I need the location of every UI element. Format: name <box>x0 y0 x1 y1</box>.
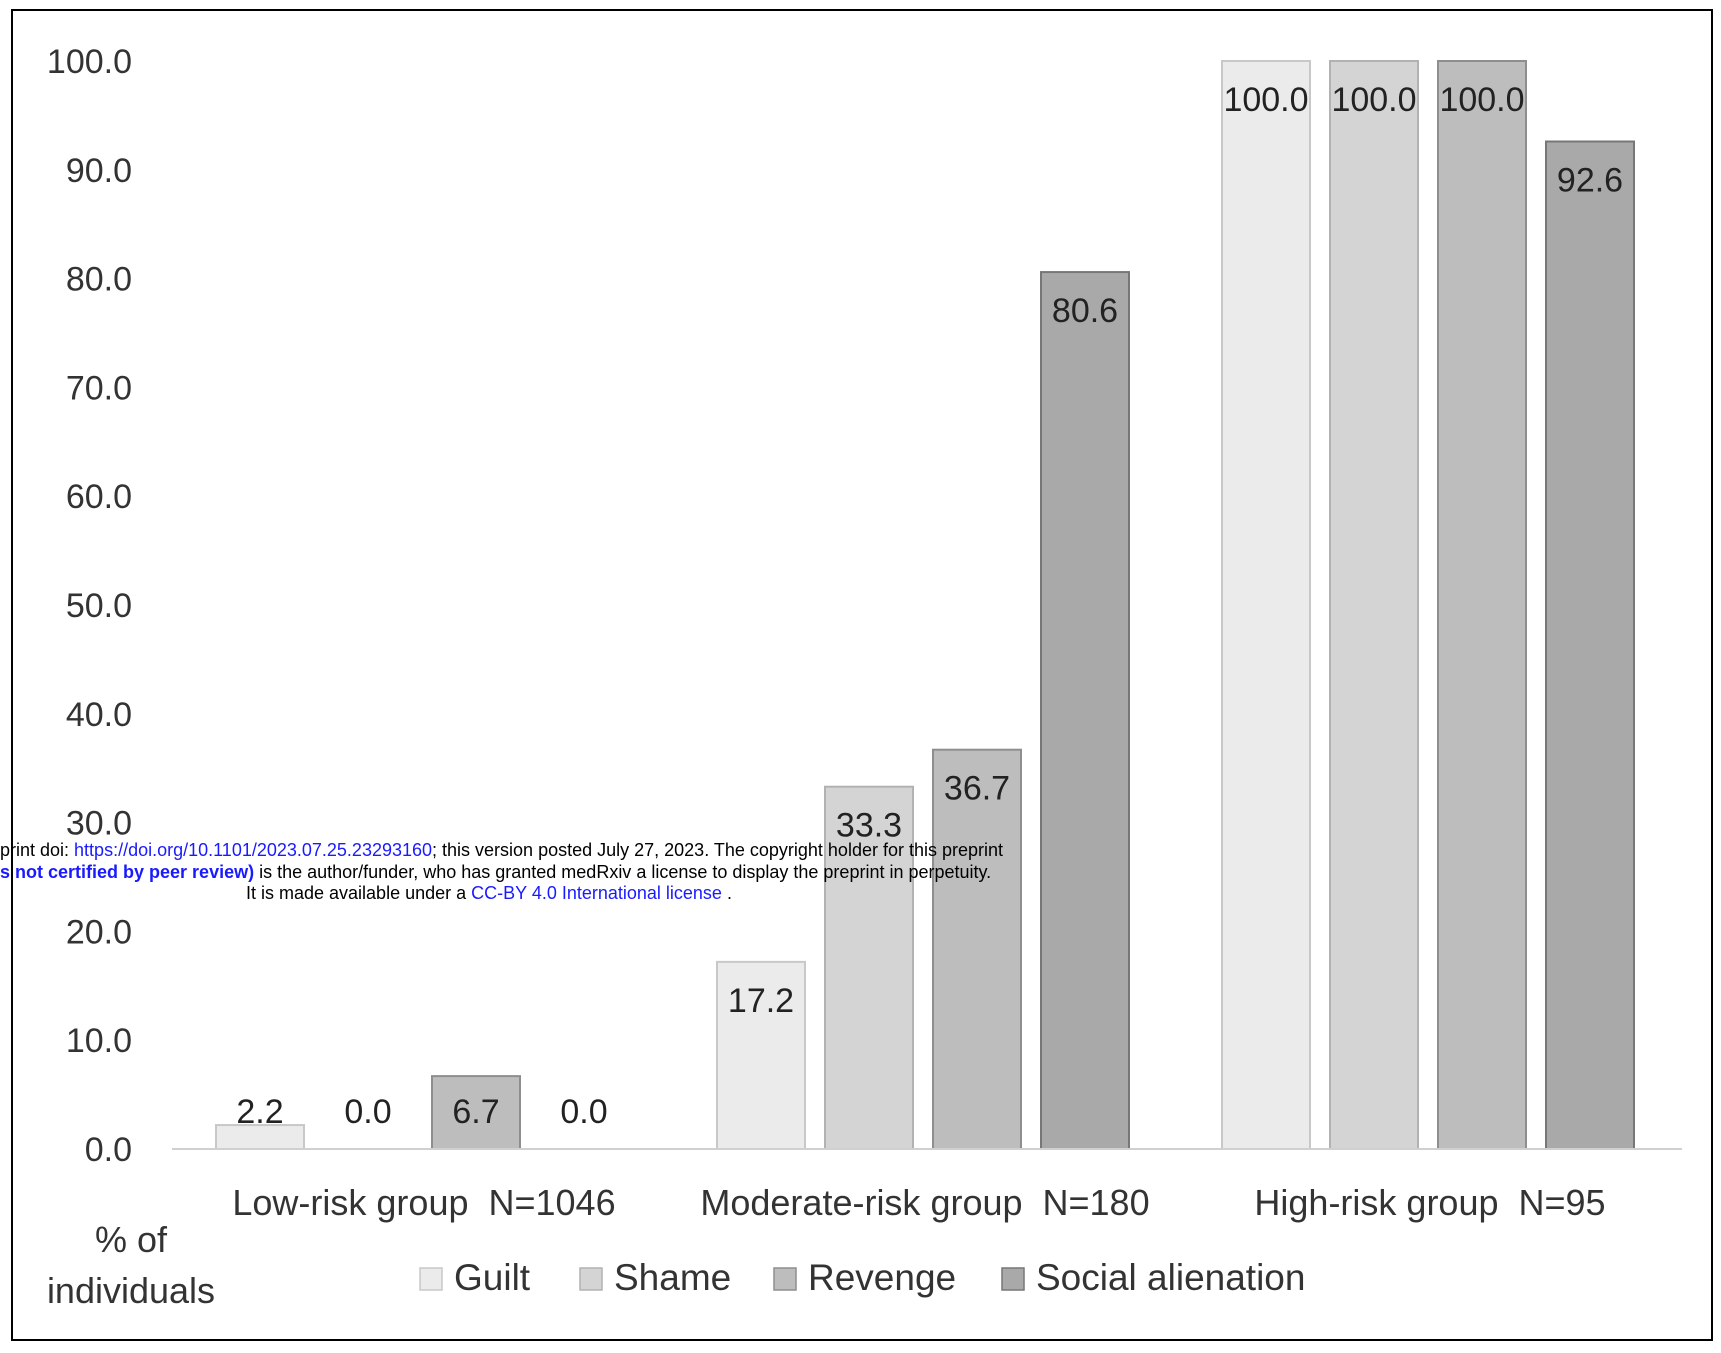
data-labels: 2.2 0.0 6.7 0.0 17.2 33.3 36.7 80.6 100.0 100.0 10… <box>236 81 1623 1131</box>
data-label: 80.6 <box>1052 292 1118 330</box>
bar-revenge <box>932 748 1022 1150</box>
bars <box>215 60 1635 1151</box>
y-axis-label-line2: individuals <box>47 1270 215 1311</box>
data-label: 2.2 <box>236 1093 283 1131</box>
legend-label: Guilt <box>454 1257 531 1298</box>
data-label: 36.7 <box>944 770 1010 808</box>
y-tick-label: 80.0 <box>66 261 132 299</box>
data-label: 92.6 <box>1557 162 1623 200</box>
bar-guilt <box>1221 60 1311 1150</box>
data-label: 100.0 <box>1331 81 1416 119</box>
y-tick-label: 100.0 <box>47 43 132 81</box>
preprint-watermark: print doi: https://doi.org/10.1101/2023.… <box>0 840 1003 903</box>
y-tick-label: 40.0 <box>66 696 132 734</box>
category-label: Low-risk group N=1046 <box>232 1182 615 1223</box>
category-labels: Low-risk group N=1046 Moderate-risk group… <box>232 1182 1605 1223</box>
y-axis-label-line1: % of <box>95 1219 168 1260</box>
legend-swatch <box>579 1267 603 1291</box>
legend-label: Revenge <box>808 1257 956 1298</box>
legend: Guilt Shame Revenge Social alienation <box>419 1257 1305 1298</box>
y-tick-label: 50.0 <box>66 587 132 625</box>
data-label: 17.2 <box>728 982 794 1020</box>
y-tick-label: 20.0 <box>66 913 132 951</box>
data-label: 0.0 <box>344 1093 391 1131</box>
data-label: 100.0 <box>1439 81 1524 119</box>
y-tick-label: 60.0 <box>66 478 132 516</box>
y-tick-label: 30.0 <box>66 805 132 843</box>
bar-shame <box>824 785 914 1150</box>
bar-social-alienation <box>1040 271 1130 1150</box>
y-tick-label: 70.0 <box>66 369 132 407</box>
data-label: 33.3 <box>836 807 902 845</box>
y-tick-label: 90.0 <box>66 152 132 190</box>
watermark-line-2: s not certified by peer review) is the a… <box>0 862 991 882</box>
y-tick-label: 0.0 <box>85 1131 132 1169</box>
legend-label: Shame <box>614 1257 731 1298</box>
bar-social-alienation <box>1545 140 1635 1150</box>
data-label: 0.0 <box>560 1093 607 1131</box>
bar-revenge <box>1437 60 1527 1150</box>
category-label: Moderate-risk group N=180 <box>700 1182 1149 1223</box>
legend-label: Social alienation <box>1036 1257 1305 1298</box>
data-label: 100.0 <box>1223 81 1308 119</box>
watermark-line-3: It is made available under a CC-BY 4.0 I… <box>246 883 732 903</box>
category-label: High-risk group N=95 <box>1254 1182 1605 1223</box>
legend-swatch <box>1001 1267 1025 1291</box>
y-axis-ticks: 0.0 10.0 20.0 30.0 40.0 50.0 60.0 70.0 80.0 90.0 1… <box>47 43 132 1169</box>
bar-shame <box>1329 60 1419 1150</box>
watermark-line-1: print doi: https://doi.org/10.1101/2023.… <box>0 840 1003 860</box>
data-label: 6.7 <box>452 1093 499 1131</box>
legend-swatch <box>419 1267 443 1291</box>
legend-swatch <box>773 1267 797 1291</box>
y-tick-label: 10.0 <box>66 1022 132 1060</box>
bar-guilt <box>716 960 806 1151</box>
